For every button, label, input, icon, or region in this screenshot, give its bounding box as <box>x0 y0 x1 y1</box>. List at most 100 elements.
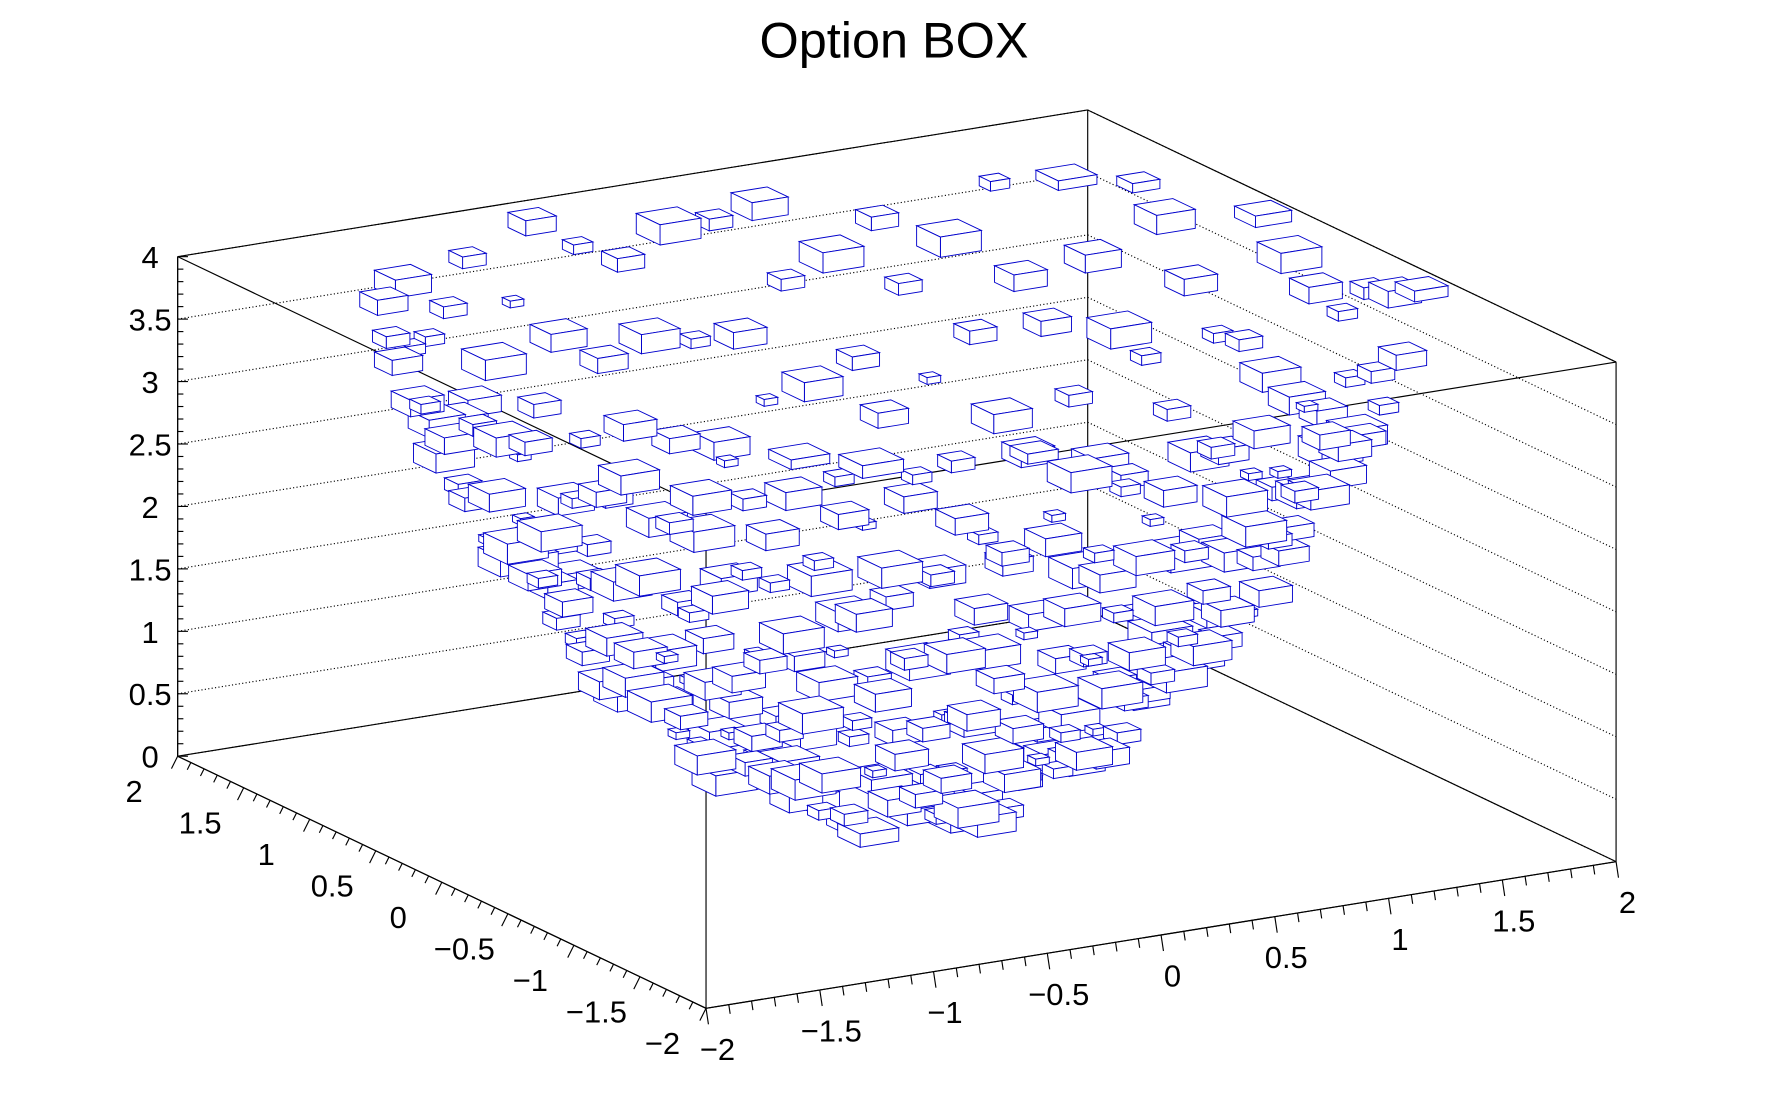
box-mark <box>1279 480 1320 504</box>
box-face <box>830 807 845 827</box>
box-mark <box>1101 722 1143 746</box>
box-mark <box>863 764 888 779</box>
box-mark <box>767 442 832 471</box>
box-mark <box>678 330 712 350</box>
y-tick-label: −1 <box>513 963 548 998</box>
box-face <box>1234 205 1256 229</box>
box-face <box>770 767 796 801</box>
box-face <box>1078 564 1101 594</box>
box-mark <box>1266 380 1327 416</box>
y-tick-label: 1 <box>258 837 275 872</box>
chart-title: Option BOX <box>759 11 1028 68</box>
box-face <box>874 721 894 747</box>
y-tick <box>252 793 258 802</box>
box-mark <box>1201 478 1270 518</box>
box-mark <box>801 552 836 572</box>
box-mark <box>992 259 1049 293</box>
box-face <box>745 524 767 552</box>
x-tick-label: 0.5 <box>1265 940 1308 975</box>
y-tick <box>609 963 615 972</box>
z-grid-line <box>1087 171 1617 426</box>
box-mark <box>1255 234 1324 275</box>
y-tick-label: −1.5 <box>566 995 627 1030</box>
x-tick <box>728 1004 731 1014</box>
y-tick <box>411 869 416 878</box>
box-mark <box>1325 302 1360 322</box>
x-tick-label: −1 <box>927 995 962 1030</box>
box-mark <box>834 344 882 372</box>
box-mark <box>689 580 751 615</box>
box-face <box>918 373 928 386</box>
z-grid-line <box>1087 609 1617 863</box>
box-mark <box>757 574 792 594</box>
box-face <box>759 621 784 655</box>
box-face <box>1232 420 1255 450</box>
box-face <box>855 208 872 232</box>
x-tick <box>1228 923 1232 934</box>
box-face <box>1024 528 1047 558</box>
box-mark <box>727 488 769 512</box>
box-face <box>1267 386 1290 416</box>
box-face <box>799 762 823 794</box>
y-tick-label: 0.5 <box>311 869 354 904</box>
box-mark <box>506 206 558 237</box>
x-tick <box>1160 934 1165 952</box>
box-face <box>1141 515 1151 528</box>
box-mark <box>1108 478 1142 498</box>
box-mark <box>742 647 789 675</box>
box-face <box>1164 269 1185 297</box>
box-face <box>561 238 575 256</box>
y-tick <box>424 875 430 884</box>
x-tick <box>887 978 890 989</box>
box-mark <box>507 429 554 457</box>
x-tick <box>705 1008 710 1025</box>
x-tick <box>1251 920 1255 930</box>
box-mark <box>1223 329 1265 353</box>
box-face <box>1015 628 1025 641</box>
box-face <box>765 723 781 743</box>
box-mark <box>466 477 527 513</box>
x-tick <box>1274 916 1278 933</box>
box-face <box>565 643 583 667</box>
box-mark <box>833 598 894 633</box>
box-mark <box>828 803 870 827</box>
y-tick <box>318 825 324 834</box>
box-mark <box>654 511 695 536</box>
box-face <box>867 790 889 818</box>
box-mark <box>984 540 1031 567</box>
box-face <box>1049 726 1062 744</box>
box-face <box>1086 316 1112 350</box>
box-face <box>1349 280 1365 301</box>
box-face <box>579 349 599 375</box>
box-face <box>764 481 787 512</box>
box-face <box>569 432 582 449</box>
box-mark <box>1079 653 1104 667</box>
frame-edge <box>705 361 1617 510</box>
box-mark <box>460 341 528 382</box>
box-face <box>601 250 618 273</box>
box-face <box>1132 595 1156 627</box>
box-face <box>1063 244 1086 274</box>
box-face <box>429 299 444 320</box>
box-mark <box>1034 163 1099 192</box>
box-face <box>669 484 694 517</box>
box-mark <box>447 246 488 270</box>
box-mark <box>1142 475 1199 508</box>
box-face <box>716 456 725 469</box>
box-mark <box>602 409 659 442</box>
y-tick <box>279 806 284 815</box>
box-mark <box>729 186 790 222</box>
x-tick <box>1205 927 1209 937</box>
box-face <box>529 323 552 354</box>
x-tick <box>1342 905 1346 915</box>
box-mark <box>915 564 956 588</box>
box-face <box>1170 543 1186 564</box>
box-mark <box>856 549 925 590</box>
x-tick <box>1114 942 1118 952</box>
y-tick <box>358 844 364 852</box>
y-tick <box>477 900 482 909</box>
box-face <box>796 671 820 703</box>
box-face <box>826 646 836 659</box>
